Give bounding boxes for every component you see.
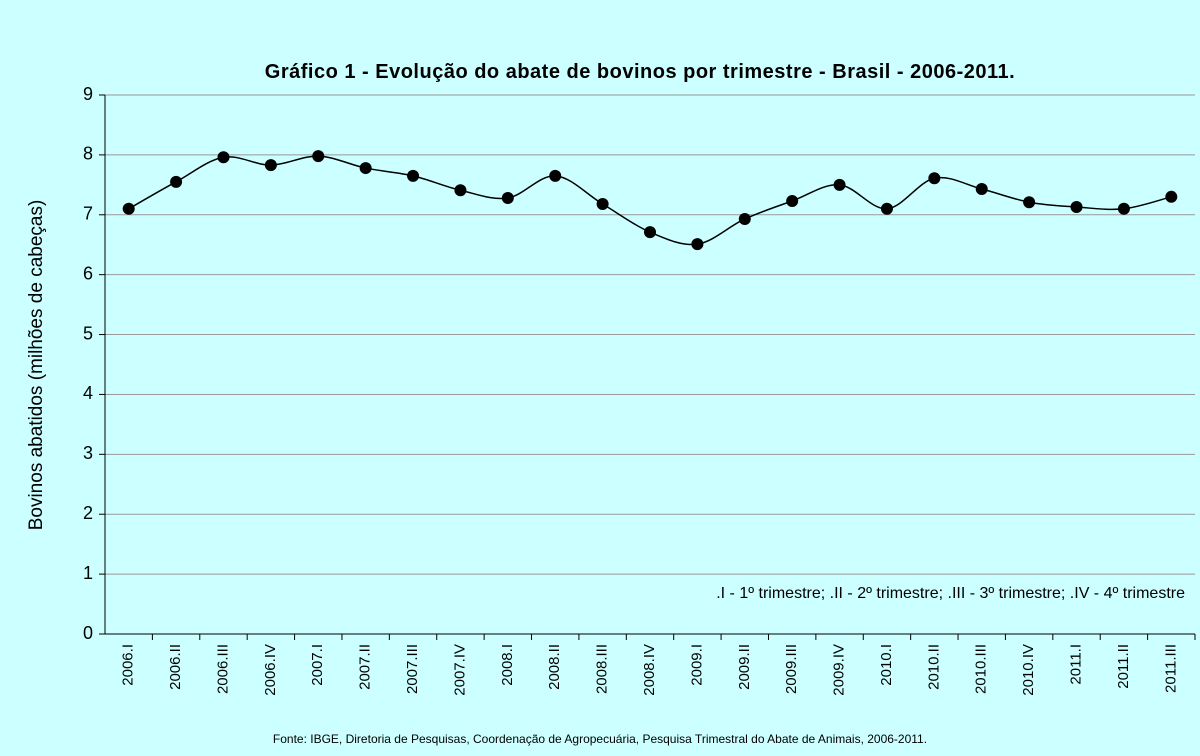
x-tick-label: 2008.III bbox=[594, 644, 611, 694]
marker bbox=[880, 202, 893, 215]
marker bbox=[833, 178, 846, 191]
x-tick-label: 2006.I bbox=[120, 644, 137, 686]
x-tick-label: 2008.I bbox=[499, 644, 516, 686]
annotation: .I - 1º trimestre; .II - 2º trimestre; .… bbox=[716, 585, 1185, 602]
x-tick-label: 2010.III bbox=[973, 644, 990, 694]
marker bbox=[549, 169, 562, 182]
x-tick-label: 2006.III bbox=[214, 644, 231, 694]
marker bbox=[738, 212, 751, 225]
marker bbox=[501, 192, 514, 205]
x-tick-label: 2009.II bbox=[736, 644, 753, 690]
marker bbox=[644, 226, 656, 239]
y-axis-label: Bovinos abatidos (milhões de cabeças) bbox=[26, 200, 47, 531]
y-tick-label: 0 bbox=[83, 623, 93, 643]
x-tick-label: 2009.IV bbox=[831, 644, 848, 696]
marker bbox=[596, 197, 609, 210]
x-tick-label: 2007.II bbox=[357, 644, 374, 690]
source-note: Fonte: IBGE, Diretoria de Pesquisas, Coo… bbox=[273, 732, 927, 746]
y-tick-label: 6 bbox=[83, 263, 93, 283]
marker bbox=[312, 150, 325, 163]
y-tick-label: 4 bbox=[83, 383, 93, 403]
marker bbox=[170, 175, 183, 188]
x-tick-label: 2008.II bbox=[546, 644, 563, 690]
x-tick-label: 2006.IV bbox=[262, 644, 279, 696]
y-tick-label: 9 bbox=[83, 84, 93, 104]
y-tick-label: 5 bbox=[83, 323, 93, 343]
chart-title: Gráfico 1 - Evolução do abate de bovinos… bbox=[265, 61, 1015, 83]
marker bbox=[264, 159, 277, 172]
y-tick-label: 1 bbox=[83, 563, 93, 583]
x-tick-label: 2006.II bbox=[167, 644, 184, 690]
x-tick-label: 2011.I bbox=[1067, 644, 1084, 685]
y-tick-label: 2 bbox=[83, 503, 93, 523]
x-tick-label: 2007.I bbox=[309, 644, 326, 686]
marker bbox=[786, 195, 799, 208]
x-tick-label: 2008.IV bbox=[641, 644, 658, 696]
marker bbox=[454, 184, 467, 197]
x-tick-label: 2010.II bbox=[925, 644, 942, 690]
marker bbox=[928, 172, 941, 185]
marker bbox=[122, 202, 135, 215]
marker bbox=[1117, 202, 1130, 215]
y-tick-label: 7 bbox=[83, 204, 93, 224]
x-tick-label: 2011.II bbox=[1115, 644, 1132, 689]
x-tick-label: 2010.I bbox=[878, 644, 895, 686]
marker bbox=[1070, 200, 1083, 213]
marker bbox=[359, 162, 372, 175]
x-tick-label: 2010.IV bbox=[1020, 644, 1037, 696]
marker bbox=[1165, 190, 1178, 203]
x-tick-label: 2007.III bbox=[404, 644, 421, 694]
x-tick-label: 2009.III bbox=[783, 644, 800, 694]
x-tick-label: 2007.IV bbox=[451, 644, 468, 696]
y-tick-label: 8 bbox=[83, 144, 93, 164]
x-tick-label: 2011.III bbox=[1162, 644, 1179, 693]
marker bbox=[975, 183, 988, 196]
marker bbox=[691, 238, 704, 251]
marker bbox=[1023, 196, 1036, 209]
y-tick-label: 3 bbox=[83, 443, 93, 463]
marker bbox=[217, 151, 230, 164]
x-tick-label: 2009.I bbox=[688, 644, 705, 686]
marker bbox=[407, 169, 420, 182]
